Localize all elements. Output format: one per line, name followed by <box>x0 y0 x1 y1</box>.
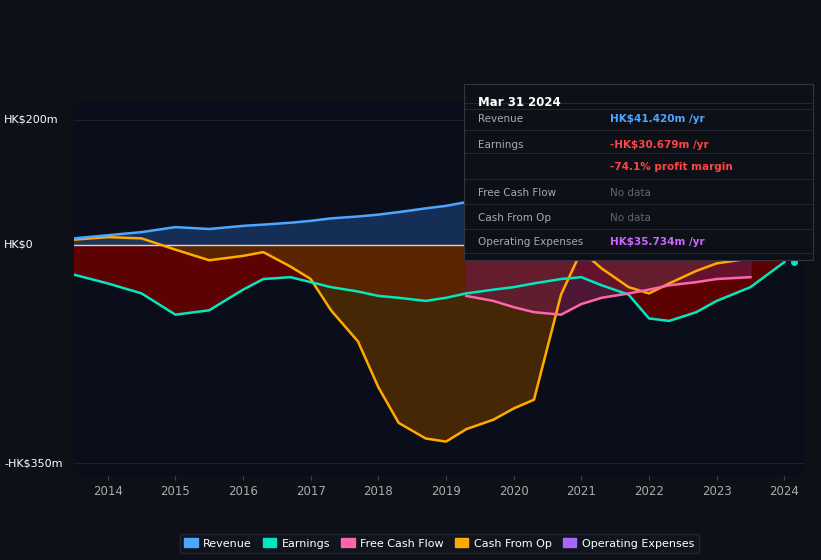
Text: Cash From Op: Cash From Op <box>478 213 551 223</box>
Text: -HK$350m: -HK$350m <box>4 459 62 469</box>
Text: HK$35.734m /yr: HK$35.734m /yr <box>610 237 705 248</box>
Text: No data: No data <box>610 213 651 223</box>
Text: HK$0: HK$0 <box>4 240 34 250</box>
Text: No data: No data <box>610 188 651 198</box>
Text: -74.1% profit margin: -74.1% profit margin <box>610 162 733 171</box>
Text: -HK$30.679m /yr: -HK$30.679m /yr <box>610 141 709 151</box>
Text: HK$200m: HK$200m <box>4 115 59 124</box>
Text: Free Cash Flow: Free Cash Flow <box>478 188 556 198</box>
Text: Earnings: Earnings <box>478 141 523 151</box>
Text: HK$41.420m /yr: HK$41.420m /yr <box>610 114 705 124</box>
Legend: Revenue, Earnings, Free Cash Flow, Cash From Op, Operating Expenses: Revenue, Earnings, Free Cash Flow, Cash … <box>180 534 699 553</box>
Text: Revenue: Revenue <box>478 114 523 124</box>
Text: Mar 31 2024: Mar 31 2024 <box>478 96 561 109</box>
Text: Operating Expenses: Operating Expenses <box>478 237 583 248</box>
